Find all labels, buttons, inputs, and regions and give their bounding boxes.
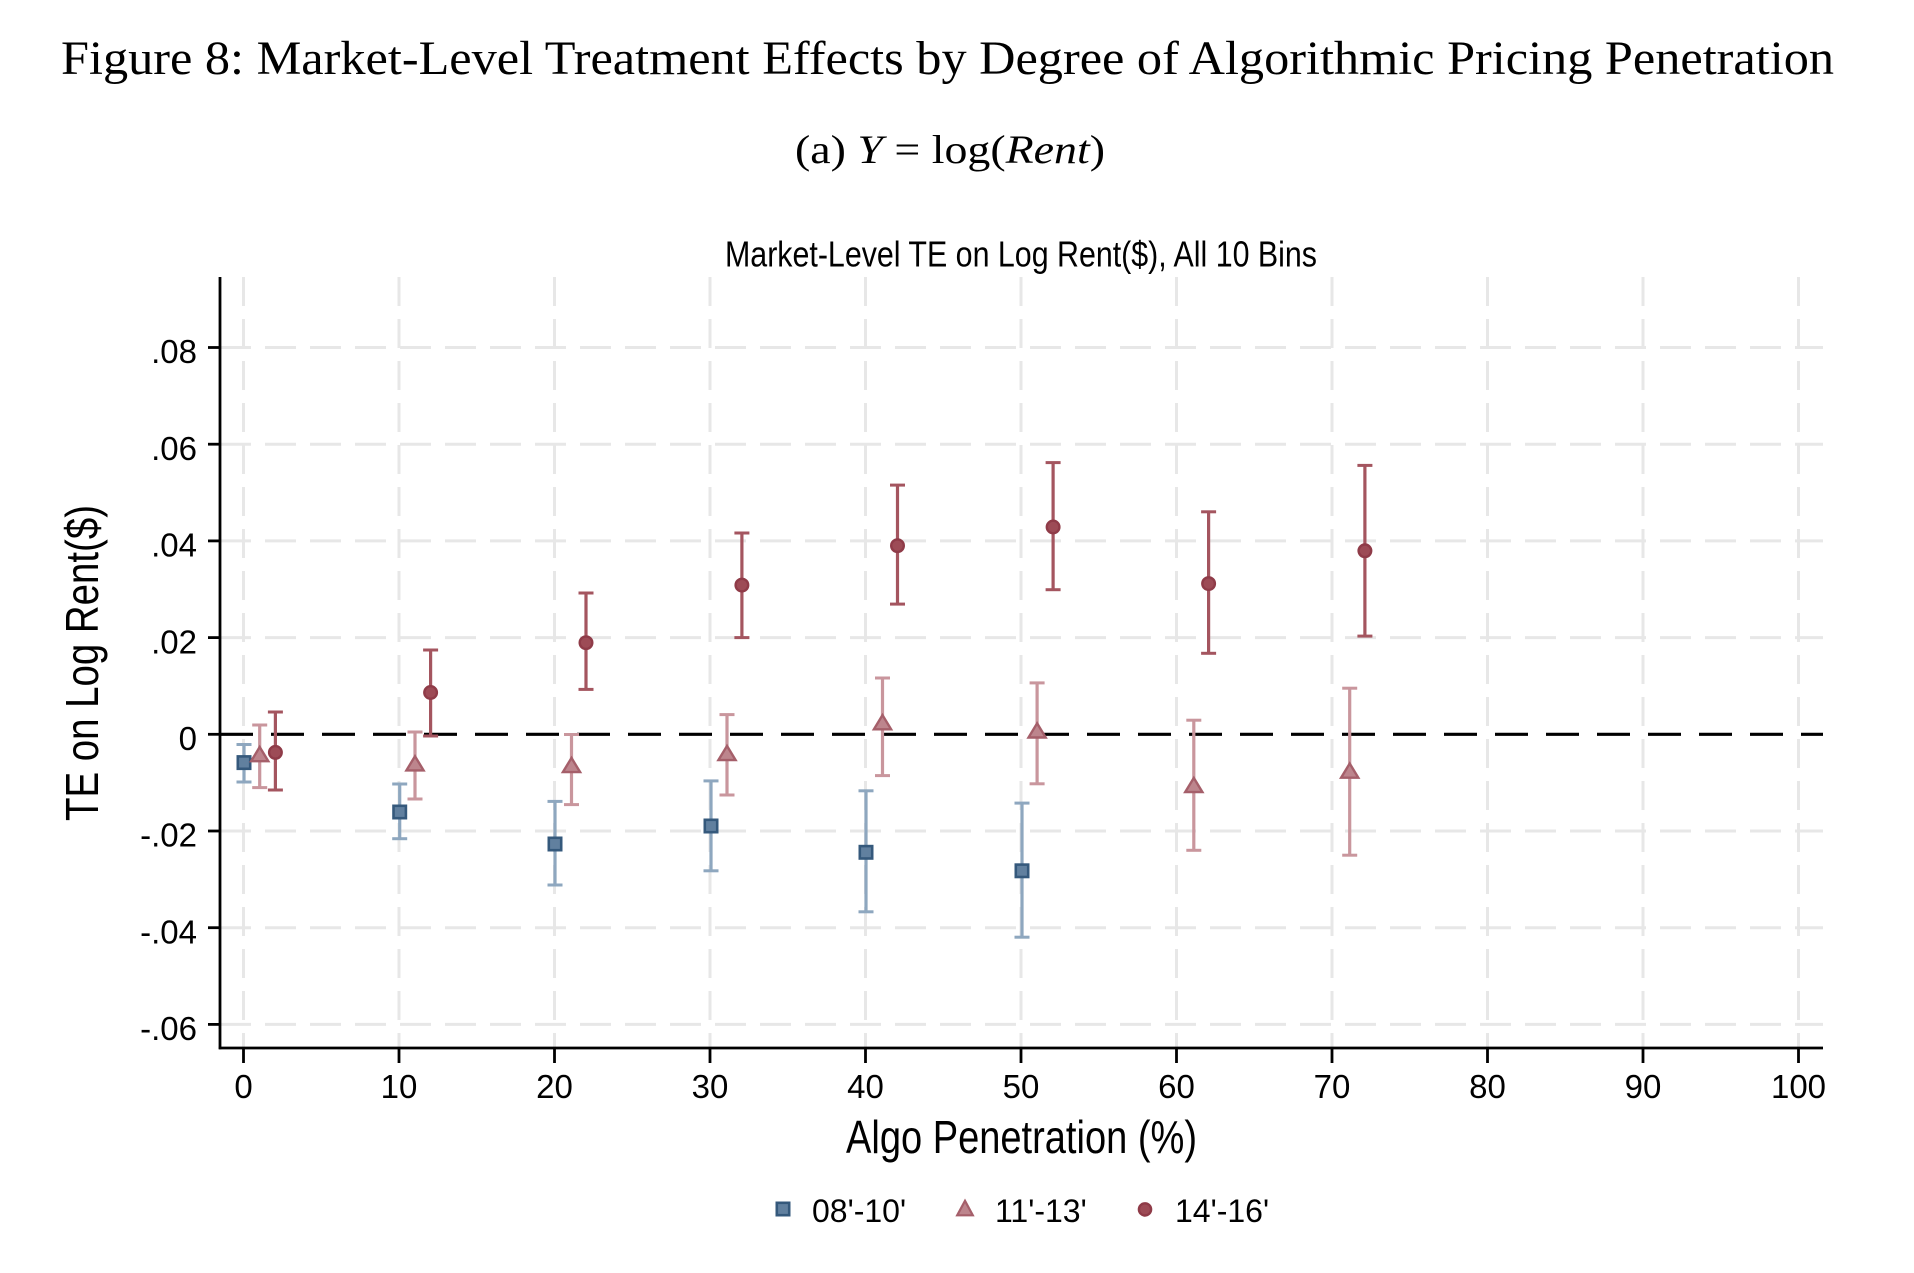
svg-text:0: 0 (179, 720, 197, 757)
svg-text:40: 40 (847, 1068, 884, 1105)
svg-text:60: 60 (1158, 1068, 1195, 1105)
svg-text:70: 70 (1314, 1068, 1351, 1105)
svg-text:(a) Y = log(Rent): (a) Y = log(Rent) (795, 127, 1105, 172)
svg-text:90: 90 (1625, 1068, 1662, 1105)
svg-text:10: 10 (381, 1068, 418, 1105)
svg-text:-.06: -.06 (140, 1010, 197, 1047)
svg-text:0: 0 (234, 1068, 252, 1105)
svg-text:-.02: -.02 (140, 817, 197, 854)
svg-text:08'-10': 08'-10' (812, 1193, 906, 1229)
svg-text:20: 20 (536, 1068, 573, 1105)
svg-text:.04: .04 (151, 527, 197, 564)
svg-text:50: 50 (1003, 1068, 1040, 1105)
svg-text:.06: .06 (151, 430, 197, 467)
svg-text:-.04: -.04 (140, 913, 197, 950)
svg-text:14'-16': 14'-16' (1175, 1193, 1269, 1229)
svg-text:Market-Level TE on Log Rent($): Market-Level TE on Log Rent($), All 10 B… (725, 234, 1317, 275)
svg-text:.02: .02 (151, 623, 197, 660)
svg-text:Figure 8: Market-Level Treatme: Figure 8: Market-Level Treatment Effects… (61, 32, 1834, 85)
svg-text:11'-13': 11'-13' (995, 1193, 1087, 1229)
svg-text:80: 80 (1469, 1068, 1506, 1105)
svg-text:TE on Log Rent($): TE on Log Rent($) (56, 505, 108, 821)
svg-text:30: 30 (692, 1068, 729, 1105)
svg-text:.08: .08 (151, 333, 197, 370)
svg-text:100: 100 (1771, 1068, 1826, 1105)
svg-text:Algo Penetration (%): Algo Penetration (%) (846, 1111, 1197, 1163)
